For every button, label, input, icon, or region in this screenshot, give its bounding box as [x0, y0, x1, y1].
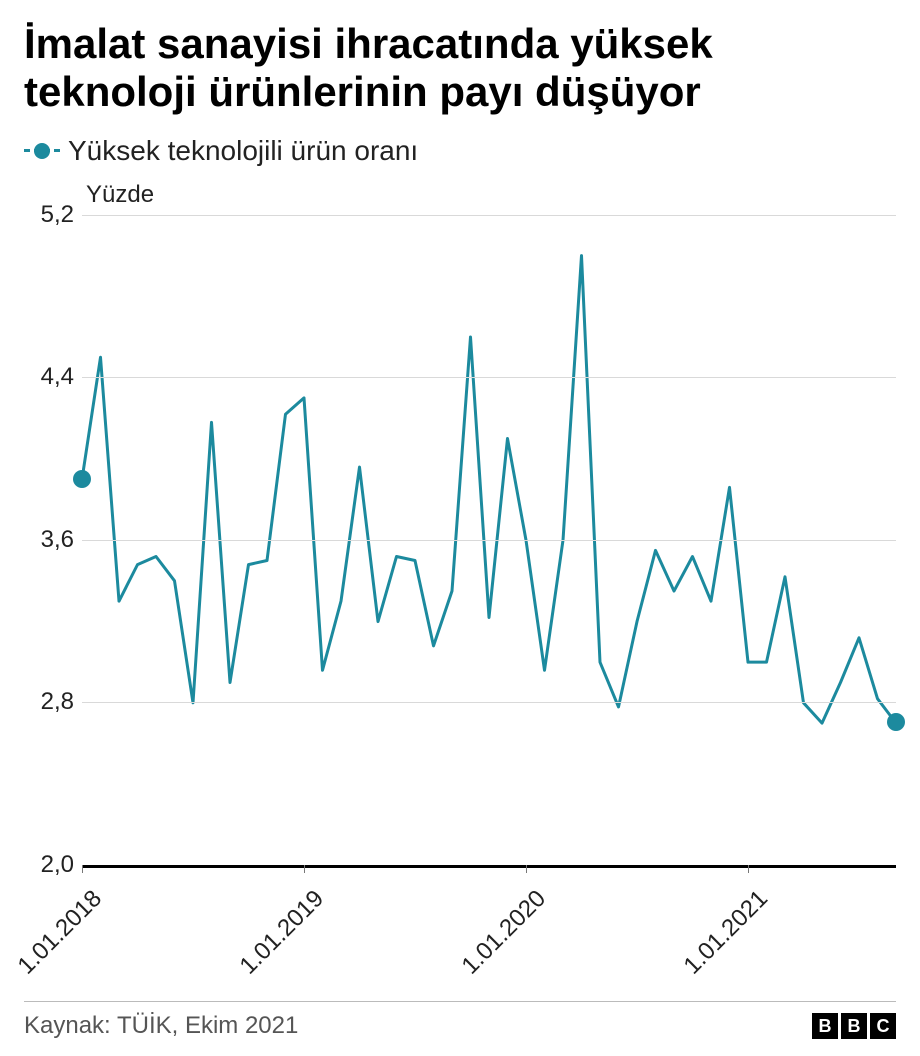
source-text: Kaynak: TÜİK, Ekim 2021: [24, 1012, 298, 1040]
x-tick-mark: [748, 865, 749, 873]
legend-label: Yüksek teknolojili ürün oranı: [68, 135, 418, 167]
y-tick-label: 3,6: [41, 526, 74, 554]
x-tick-label: 1.01.2020: [456, 885, 551, 980]
x-tick-label: 1.01.2018: [12, 885, 107, 980]
x-tick-label: 1.01.2019: [234, 885, 329, 980]
y-tick-label: 2,0: [41, 851, 74, 879]
baseline: [82, 865, 896, 868]
x-tick-mark: [526, 865, 527, 873]
footer: Kaynak: TÜİK, Ekim 2021 BBC: [24, 1001, 896, 1040]
bbc-logo: BBC: [812, 1013, 896, 1039]
logo-letter: B: [841, 1013, 867, 1039]
y-axis-label: Yüzde: [86, 181, 896, 209]
x-tick-label: 1.01.2021: [678, 885, 773, 980]
y-axis: 2,02,83,64,45,2: [24, 215, 82, 865]
chart-title: İmalat sanayisi ihracatında yüksek tekno…: [24, 20, 896, 117]
plot-area: [82, 215, 896, 865]
legend: Yüksek teknolojili ürün oranı: [24, 135, 896, 167]
legend-dot-icon: [34, 143, 50, 159]
logo-letter: B: [812, 1013, 838, 1039]
gridline: [82, 702, 896, 703]
logo-letter: C: [870, 1013, 896, 1039]
chart-area: 2,02,83,64,45,2: [24, 215, 896, 865]
gridline: [82, 377, 896, 378]
gridline: [82, 215, 896, 216]
x-tick-mark: [82, 865, 83, 873]
x-axis: 1.01.20181.01.20191.01.20201.01.2021: [82, 871, 896, 1001]
legend-marker: [24, 143, 60, 159]
series-path: [82, 255, 896, 722]
gridline: [82, 540, 896, 541]
y-tick-label: 2,8: [41, 688, 74, 716]
x-tick-mark: [304, 865, 305, 873]
y-tick-label: 4,4: [41, 363, 74, 391]
endpoint-marker: [887, 713, 905, 731]
y-tick-label: 5,2: [41, 201, 74, 229]
endpoint-marker: [73, 470, 91, 488]
